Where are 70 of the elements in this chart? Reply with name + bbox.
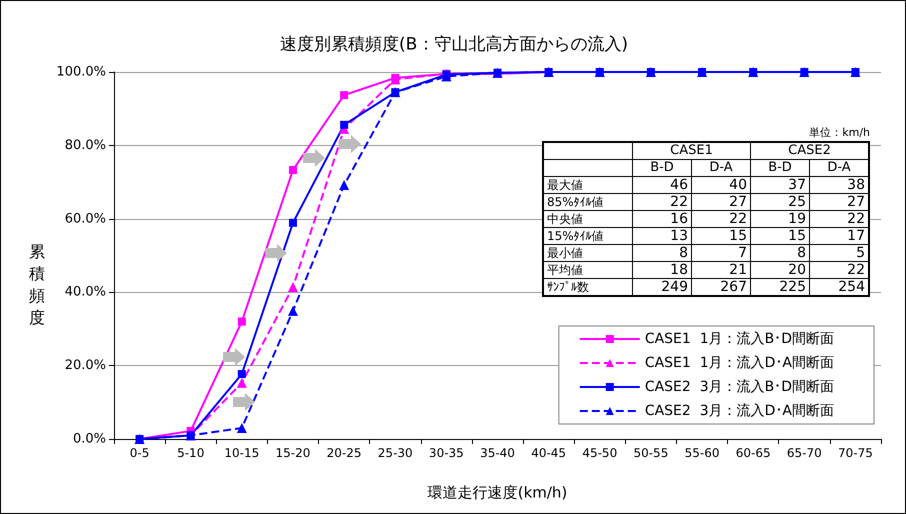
text: 267: [720, 279, 747, 295]
category-label: B-D: [750, 160, 810, 176]
x-tick-label: 35-40: [480, 446, 515, 460]
category-label: B-D: [632, 160, 692, 176]
y-tick-label: 60.0%: [64, 211, 106, 226]
x-tick-label: 55-60: [684, 446, 720, 460]
legend-label: CASE2 3月：流入B･D間断面: [644, 379, 834, 395]
chart-title: 速度別累積頻度(B：守山北高方面からの流入): [280, 34, 628, 54]
x-tick-label: 0-5: [130, 446, 150, 460]
text: 単位：km/h: [808, 125, 870, 141]
x-tick-label: 10-15: [224, 446, 260, 460]
category-label: 最大値: [547, 178, 583, 192]
y-tick-label: 40.0%: [64, 284, 106, 300]
text: 15: [788, 228, 806, 244]
x-tick-label: 70-75: [838, 446, 873, 460]
text: 225: [779, 279, 806, 295]
category-label: D-A: [810, 160, 869, 176]
y-tick-label: 100.0%: [56, 64, 106, 80]
x-tick-label: 25-30: [378, 446, 413, 460]
x-tick-label: 45-50: [582, 446, 618, 460]
text: 7: [738, 245, 747, 261]
text: 13: [670, 228, 688, 244]
text: 46: [670, 177, 688, 193]
category-label: D-A: [692, 160, 750, 176]
text: 15: [729, 228, 747, 244]
text: 19: [788, 211, 806, 227]
text: 16: [670, 211, 688, 227]
x-tick-label: 60-65: [736, 446, 771, 460]
x-tick-label: 5-10: [177, 446, 204, 460]
legend-label: CASE2 3月：流入D･A間断面: [644, 403, 834, 419]
category-label: 15%ﾀｲﾙ値: [547, 229, 604, 243]
text: 37: [788, 177, 806, 193]
text: 17: [847, 228, 865, 244]
x-tick-label: 20-25: [326, 446, 362, 460]
annotation: CASE1: [632, 142, 750, 160]
category-label: 85%ﾀｲﾙ値: [547, 195, 604, 209]
y-tick-label: 0.0%: [72, 432, 106, 446]
text: 249: [661, 279, 688, 295]
text: 254: [838, 279, 865, 295]
text: 5: [856, 245, 865, 261]
annotation: CASE2: [750, 142, 869, 160]
y-axis-title: 累積頻度: [28, 241, 46, 329]
text: 20: [788, 262, 806, 278]
text: 8: [797, 245, 806, 261]
legend-label: CASE1 1月：流入D･A間断面: [644, 355, 834, 371]
text: 22: [847, 262, 865, 278]
text: 22: [670, 194, 688, 210]
text: 21: [729, 262, 747, 278]
x-tick-label: 65-70: [786, 446, 822, 460]
text: 18: [670, 262, 688, 278]
text: 22: [847, 211, 865, 227]
category-label: 中央値: [547, 212, 583, 226]
text: 25: [788, 194, 806, 210]
text: 27: [847, 194, 865, 210]
category-label: 平均値: [547, 263, 583, 277]
x-tick-label: 50-55: [633, 446, 668, 460]
x-tick-label: 15-20: [276, 446, 310, 460]
text: 40: [729, 177, 747, 193]
text: 8: [679, 245, 688, 261]
category-label: 最小値: [547, 246, 583, 260]
text: 38: [847, 177, 865, 193]
text: 27: [729, 194, 747, 210]
category-label: ｻﾝﾌﾟﾙ数: [547, 280, 589, 294]
x-axis-title: 環道走行速度(km/h): [428, 484, 568, 502]
y-tick-label: 80.0%: [64, 138, 106, 153]
x-tick-label: 30-35: [428, 446, 464, 460]
text: 22: [729, 211, 747, 227]
y-tick-label: 20.0%: [64, 358, 106, 374]
x-tick-label: 40-45: [531, 446, 566, 460]
legend-label: CASE1 1月：流入B･D間断面: [644, 331, 834, 347]
